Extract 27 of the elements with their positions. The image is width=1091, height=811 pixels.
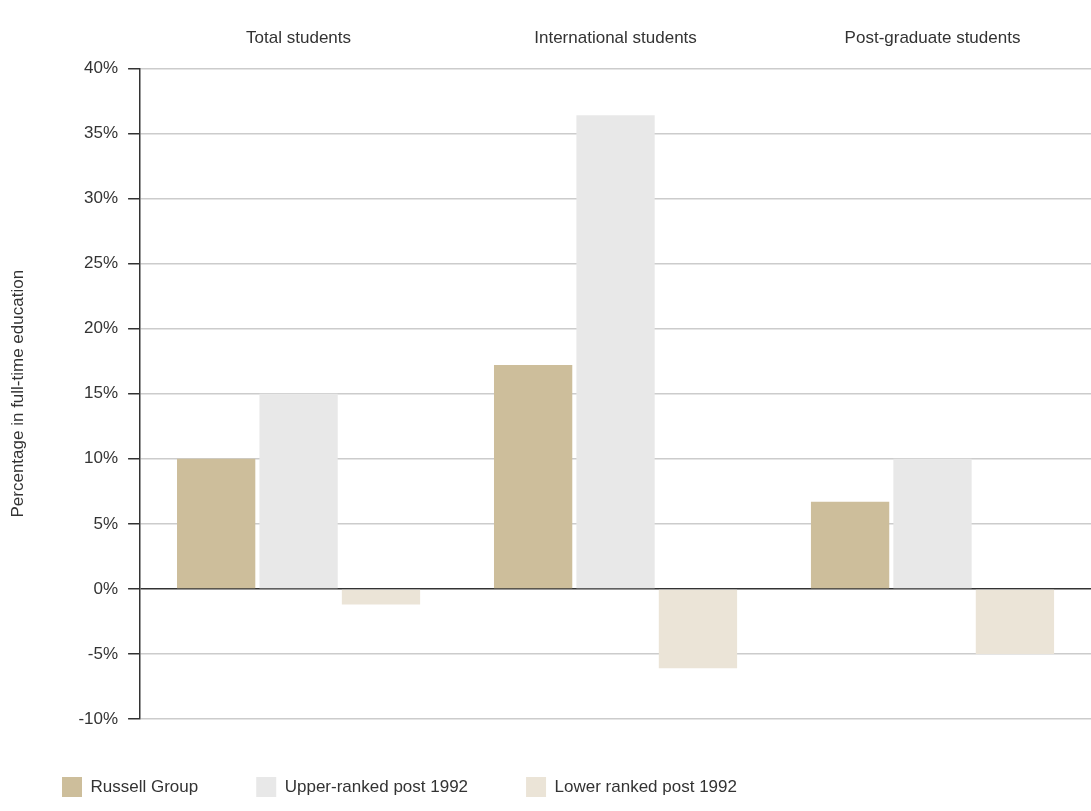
y-axis-title: Percentage in full-time education — [7, 269, 27, 518]
legend-label: Upper-ranked post 1992 — [284, 776, 469, 796]
bar — [493, 365, 573, 589]
y-tick-label: 25% — [84, 253, 119, 273]
bar — [341, 589, 421, 605]
y-tick-label: 20% — [84, 318, 119, 338]
bar — [975, 589, 1055, 654]
y-tick-label: 15% — [84, 383, 119, 403]
x-tick-label: Post-graduate students — [844, 27, 1021, 47]
bar — [658, 589, 738, 669]
bar — [177, 458, 256, 589]
bar — [576, 115, 655, 589]
y-tick-label: 5% — [93, 513, 119, 533]
x-tick-label: International students — [534, 27, 697, 47]
legend-label: Russell Group — [90, 776, 199, 796]
y-tick-label: 35% — [84, 123, 119, 143]
y-tick-label: -5% — [87, 643, 119, 663]
y-tick-label: 10% — [84, 448, 119, 468]
y-tick-label: 30% — [84, 188, 119, 208]
y-tick-label: 40% — [84, 58, 119, 78]
y-tick-label: 0% — [93, 578, 119, 598]
legend-label: Lower ranked post 1992 — [554, 776, 737, 796]
bar — [893, 458, 972, 589]
bar — [259, 393, 338, 589]
y-tick-label: -10% — [78, 708, 119, 728]
x-tick-label: Total students — [246, 27, 352, 47]
bar — [810, 501, 890, 589]
